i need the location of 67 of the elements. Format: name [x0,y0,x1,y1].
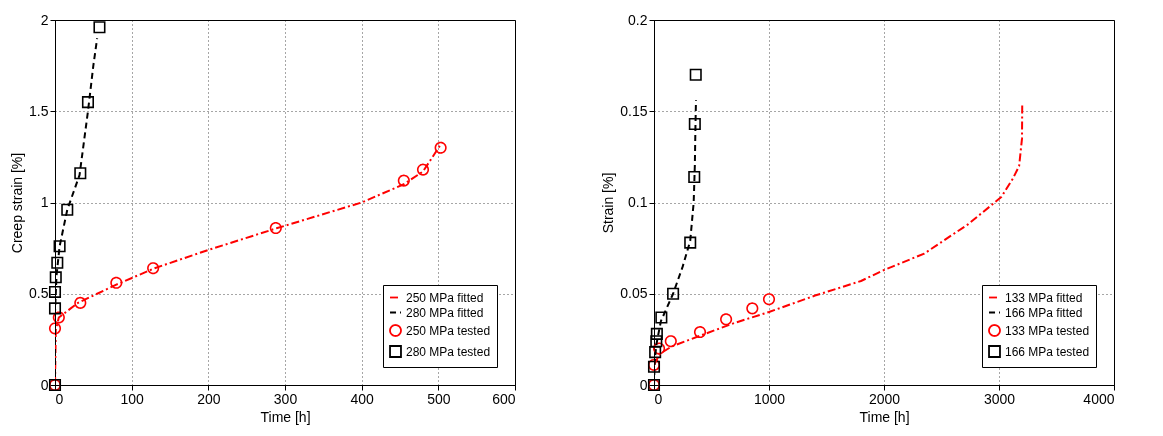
point [684,236,697,249]
x-tick-label: 300 [273,390,298,407]
point [53,240,66,253]
point [48,322,62,335]
x-tick-label: 500 [427,390,451,407]
x-tick-label: 1000 [753,390,786,407]
point [650,335,663,348]
y-tick-label: 0.2 [628,11,648,28]
x-tick-label: 0 [654,390,663,407]
y-tick-label: 2 [40,11,49,28]
point [49,271,62,284]
point [147,262,160,275]
point [650,327,663,340]
point [74,167,87,180]
point [269,222,282,235]
x-axis-title: Time [h] [260,408,311,425]
point [664,335,677,348]
point [688,170,701,183]
x-tick-label: 200 [197,390,221,407]
y-tick-label: 0.1 [628,194,648,210]
y-axis-title: Creep strain [%] [9,152,26,254]
point [434,141,447,154]
x-axis-title: Time [h] [859,408,910,425]
x-tick-label: 100 [120,390,145,407]
point [416,163,430,176]
point [61,203,74,216]
x-tick-label: 400 [350,390,375,407]
legend-label: 250 MPa fitted [406,290,484,305]
y-tick-label: 0.15 [620,102,648,119]
y-tick-label: 1.5 [29,102,49,119]
x-tick-label: 600 [492,390,516,407]
point [48,302,62,315]
point [110,276,123,289]
point [653,342,666,355]
x-tick-label: 4000 [1083,390,1115,407]
legend-label: 166 MPa tested [1005,344,1090,359]
y-tick-label: 1 [40,194,49,210]
point [397,174,410,187]
y-tick-label: 0.05 [620,285,648,302]
legend-label: 166 MPa fitted [1005,305,1083,320]
point [655,311,668,324]
point [649,346,662,359]
point [688,117,701,131]
legend-label: 280 MPa tested [406,344,491,359]
y-tick-label: 0 [639,376,648,393]
point [720,313,733,326]
legend-label: 250 MPa tested [406,323,491,338]
point [746,302,759,315]
y-axis-title: Strain [%] [600,172,617,234]
point [762,293,776,306]
point [74,296,87,309]
x-tick-label: 2000 [868,390,901,407]
legend-label: 133 MPa tested [1005,323,1090,338]
point [81,96,95,109]
legend-label: 133 MPa fitted [1005,290,1083,305]
point [52,311,65,324]
legend-label: 280 MPa fitted [406,305,484,320]
y-tick-label: 0 [40,376,49,393]
point [48,285,62,298]
point [51,256,64,269]
y-tick-label: 0.5 [29,285,49,302]
point [689,68,702,81]
x-tick-label: 0 [55,390,64,407]
x-tick-label: 3000 [983,390,1016,407]
point [667,287,680,300]
point [693,326,707,339]
point [93,21,106,34]
